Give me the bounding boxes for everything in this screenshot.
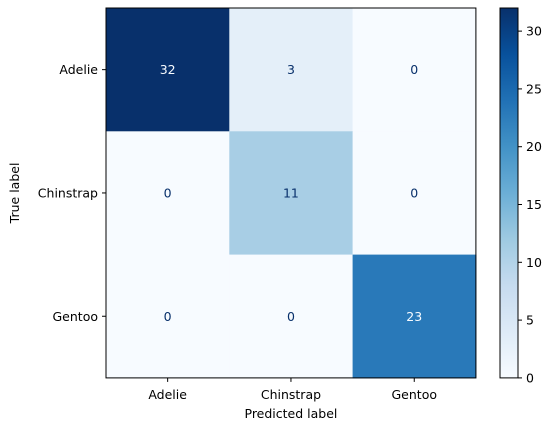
cell-value-label: 3 bbox=[287, 62, 295, 77]
cell-value-label: 0 bbox=[164, 309, 172, 324]
cell-value-label: 0 bbox=[410, 185, 418, 200]
heatmap-cell bbox=[229, 131, 354, 256]
colorbar-tick-label: 10 bbox=[526, 255, 542, 270]
colorbar-tick-label: 30 bbox=[526, 24, 542, 39]
x-tick-label: Chinstrap bbox=[261, 387, 321, 402]
y-tick-label: Adelie bbox=[59, 62, 98, 77]
heatmap-cell bbox=[229, 8, 354, 132]
y-axis-label: True label bbox=[7, 163, 22, 225]
x-tick-label: Gentoo bbox=[392, 387, 438, 402]
cell-value-label: 0 bbox=[287, 309, 295, 324]
cell-value-label: 23 bbox=[406, 309, 422, 324]
x-tick-label: Adelie bbox=[148, 387, 187, 402]
heatmap-cell-labels: 32 3 0 0 11 0 0 0 23 bbox=[160, 62, 423, 324]
cell-value-label: 11 bbox=[283, 185, 299, 200]
colorbar: 0 5 10 15 20 25 30 bbox=[499, 7, 542, 385]
y-tick-label: Chinstrap bbox=[38, 185, 98, 200]
cell-value-label: 0 bbox=[410, 62, 418, 77]
x-axis-label: Predicted label bbox=[245, 406, 338, 421]
colorbar-tick-label: 5 bbox=[526, 313, 534, 328]
colorbar-tick-label: 20 bbox=[526, 139, 542, 154]
colorbar-gradient bbox=[499, 7, 519, 379]
heatmap-cell bbox=[106, 8, 230, 132]
cell-value-label: 0 bbox=[164, 185, 172, 200]
heatmap-cells bbox=[106, 8, 477, 379]
cell-value-label: 32 bbox=[160, 62, 176, 77]
heatmap-cell bbox=[106, 254, 230, 379]
heatmap-cell bbox=[352, 254, 477, 379]
colorbar-tick-label: 0 bbox=[526, 370, 534, 385]
heatmap-cell bbox=[352, 131, 477, 256]
y-axis: Adelie Chinstrap Gentoo bbox=[38, 62, 106, 324]
heatmap-cell bbox=[229, 254, 354, 379]
colorbar-tick-label: 25 bbox=[526, 81, 542, 96]
x-axis: Adelie Chinstrap Gentoo bbox=[148, 377, 438, 402]
y-tick-label: Gentoo bbox=[53, 309, 99, 324]
colorbar-tick-label: 15 bbox=[526, 197, 542, 212]
heatmap-cell bbox=[106, 131, 230, 256]
heatmap-cell bbox=[352, 8, 477, 132]
